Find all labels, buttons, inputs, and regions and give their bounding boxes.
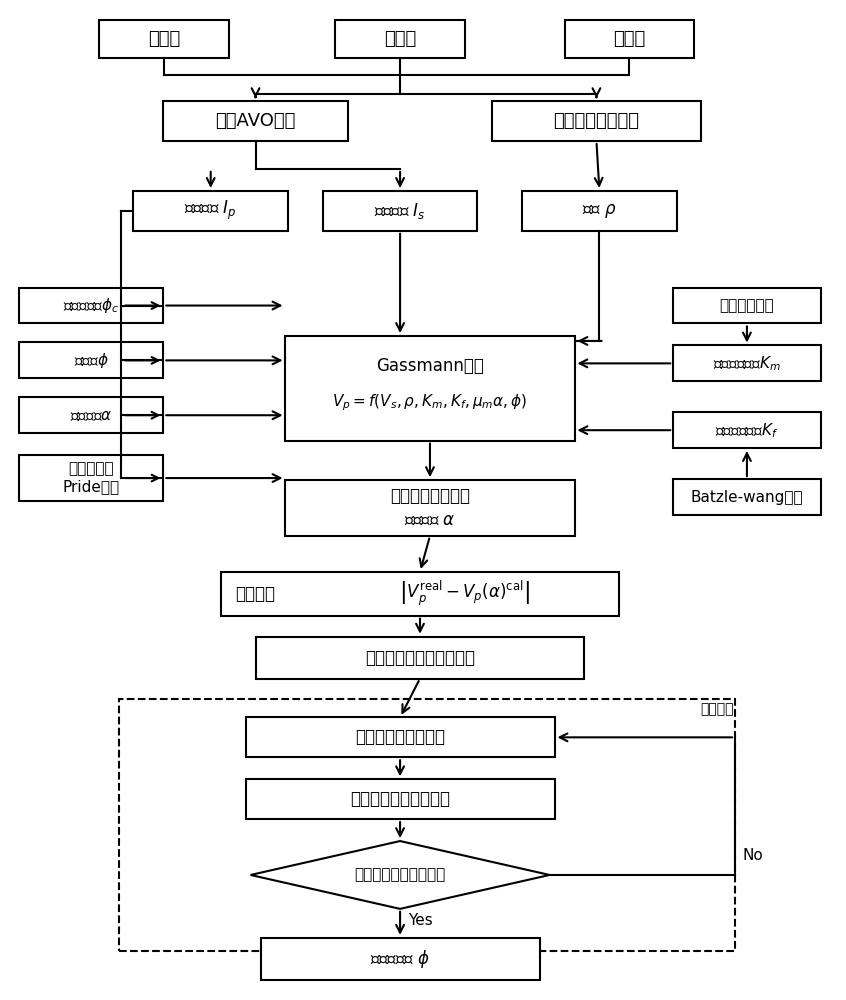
- Bar: [163, 101, 348, 141]
- Text: 固结系数 $\alpha$: 固结系数 $\alpha$: [404, 511, 456, 529]
- Text: Batzle-wang公式: Batzle-wang公式: [690, 490, 803, 505]
- Bar: [285, 480, 574, 536]
- Bar: [19, 397, 163, 433]
- Text: 孔隙度$\phi$: 孔隙度$\phi$: [74, 351, 108, 370]
- Text: 测井交汇分析: 测井交汇分析: [720, 298, 774, 313]
- Text: 输出孔隙度 $\phi$: 输出孔隙度 $\phi$: [371, 948, 430, 970]
- Bar: [19, 342, 163, 378]
- Text: 循环迭代: 循环迭代: [700, 702, 733, 716]
- Text: $V_p = f(V_s, \rho, K_m, K_f, \mu_m\alpha, \phi)$: $V_p = f(V_s, \rho, K_m, K_f, \mu_m\alph…: [332, 392, 528, 413]
- Text: Pride模型: Pride模型: [63, 480, 119, 495]
- Bar: [19, 455, 163, 501]
- Text: Gassmann方程: Gassmann方程: [376, 357, 484, 375]
- Text: 临界孔隙度: 临界孔隙度: [69, 462, 114, 477]
- Bar: [522, 191, 677, 231]
- Text: 计算量子粒子群适应度: 计算量子粒子群适应度: [350, 790, 450, 808]
- Bar: [261, 938, 540, 980]
- Text: 远角道: 远角道: [613, 30, 645, 48]
- Text: 中角道: 中角道: [384, 30, 416, 48]
- Bar: [673, 345, 821, 381]
- Text: 固结系数$\alpha$: 固结系数$\alpha$: [69, 408, 113, 423]
- Bar: [673, 412, 821, 448]
- Text: 流体等效模量$K_f$: 流体等效模量$K_f$: [716, 421, 778, 440]
- Text: 判断是否满足结束条件: 判断是否满足结束条件: [354, 867, 446, 882]
- Text: 叠前AVO反演: 叠前AVO反演: [216, 112, 296, 130]
- Text: Yes: Yes: [408, 913, 433, 928]
- Bar: [285, 336, 574, 441]
- Text: 叠前压噪密度反演: 叠前压噪密度反演: [553, 112, 640, 130]
- Bar: [323, 191, 477, 231]
- Bar: [673, 479, 821, 515]
- Text: $\left|V_p^{\rm real}-V_p(\alpha)^{\rm cal}\right|$: $\left|V_p^{\rm real}-V_p(\alpha)^{\rm c…: [399, 579, 530, 608]
- Bar: [221, 572, 619, 616]
- Text: 纵波阻抗 $I_p$: 纵波阻抗 $I_p$: [184, 199, 237, 222]
- Bar: [255, 637, 585, 679]
- Text: 横波阻抗 $I_s$: 横波阻抗 $I_s$: [374, 201, 426, 221]
- Text: 密度 $\rho$: 密度 $\rho$: [582, 202, 617, 220]
- Bar: [245, 779, 555, 819]
- Text: 确定待求解未知量: 确定待求解未知量: [390, 487, 470, 505]
- Text: 岩石基质模量$K_m$: 岩石基质模量$K_m$: [713, 354, 781, 373]
- Bar: [134, 191, 288, 231]
- Bar: [492, 101, 701, 141]
- Bar: [673, 288, 821, 323]
- Text: No: No: [743, 848, 764, 863]
- Bar: [19, 288, 163, 323]
- Text: 目标函数: 目标函数: [235, 585, 276, 603]
- Text: 临界孔隙度$\phi_c$: 临界孔隙度$\phi_c$: [63, 296, 119, 315]
- Bar: [119, 699, 735, 951]
- Text: 量子粒子群参数更新: 量子粒子群参数更新: [355, 728, 445, 746]
- Text: 近角道: 近角道: [148, 30, 180, 48]
- Bar: [564, 20, 694, 58]
- Polygon shape: [250, 841, 550, 909]
- Bar: [335, 20, 464, 58]
- Text: 混沌量子粒子群优化算法: 混沌量子粒子群优化算法: [365, 649, 475, 667]
- Bar: [245, 717, 555, 757]
- Bar: [99, 20, 228, 58]
